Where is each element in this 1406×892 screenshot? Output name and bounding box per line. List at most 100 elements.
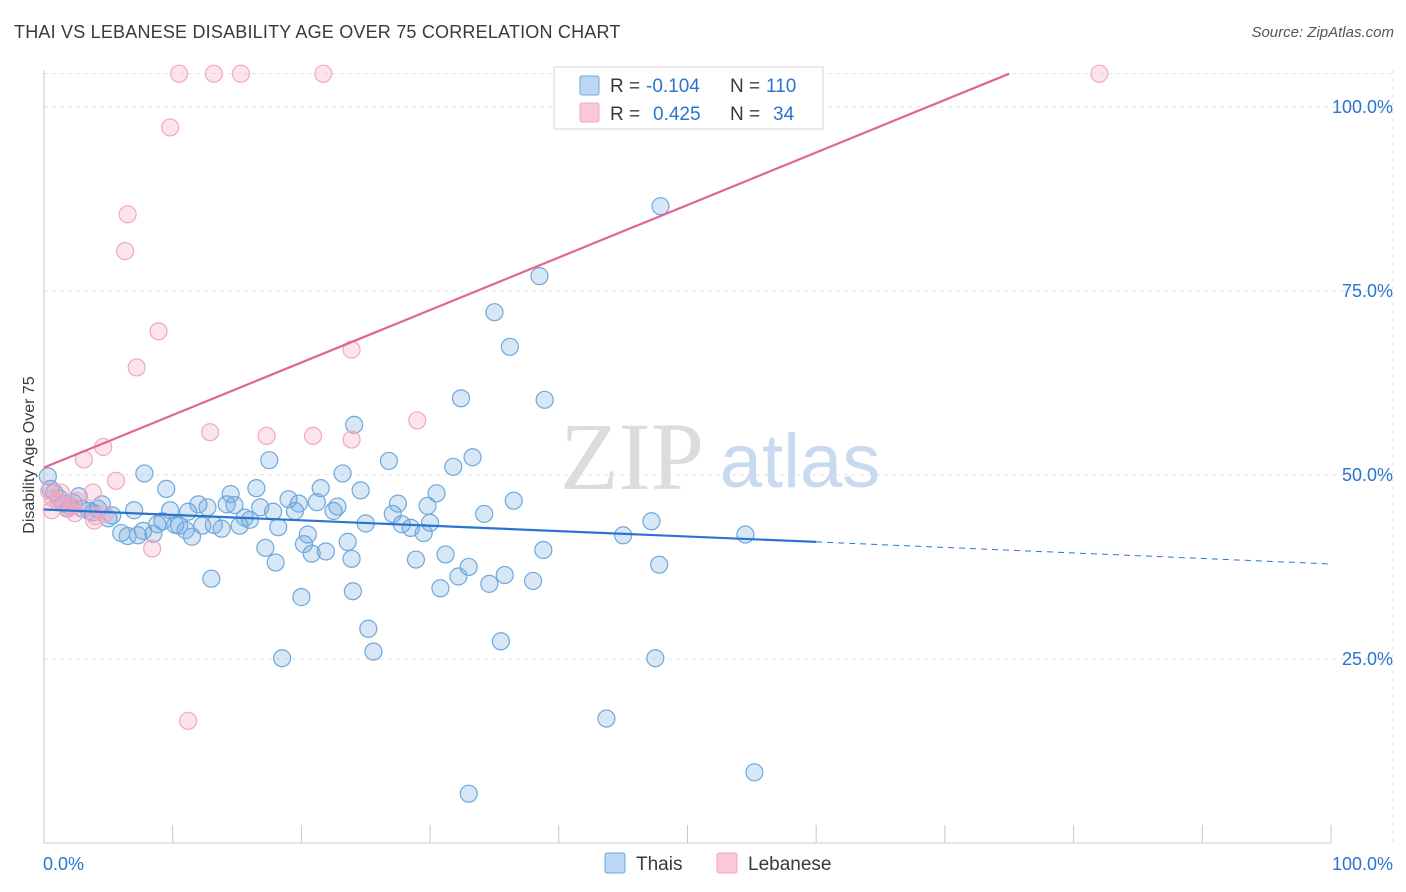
thais-point bbox=[302, 544, 321, 563]
thais-point bbox=[272, 649, 292, 668]
thais-point bbox=[530, 267, 549, 286]
lebanese-point bbox=[200, 423, 220, 442]
trend-lines bbox=[43, 72, 1010, 543]
thais-point bbox=[225, 495, 244, 515]
thais-trend-line bbox=[43, 508, 817, 543]
thais-point bbox=[247, 479, 266, 498]
thais-point bbox=[436, 545, 455, 564]
thais-point bbox=[427, 484, 446, 503]
thais-point bbox=[316, 542, 335, 561]
thais-point bbox=[597, 709, 616, 728]
thais-point bbox=[333, 464, 352, 483]
watermark: ZIP atlas bbox=[560, 403, 880, 510]
thais-point bbox=[202, 569, 221, 588]
thais-point bbox=[294, 535, 314, 554]
thais-r-value: -0.104 bbox=[646, 76, 700, 97]
thais-point bbox=[157, 479, 176, 498]
lebanese-trend-line bbox=[43, 72, 1010, 469]
thais-point bbox=[269, 518, 288, 537]
thais-point bbox=[383, 504, 402, 524]
thais-point bbox=[504, 491, 523, 510]
thais-point bbox=[343, 582, 362, 601]
thais-point bbox=[485, 303, 504, 322]
source-label: Source: ZipAtlas.com bbox=[1251, 24, 1394, 41]
lebanese-n-value: 34 bbox=[773, 104, 795, 125]
thais-point bbox=[307, 493, 326, 512]
y-tick-label: 25.0% bbox=[1342, 649, 1393, 669]
lebanese-point bbox=[95, 504, 114, 524]
lebanese-point bbox=[143, 539, 162, 558]
thais-point bbox=[406, 550, 426, 569]
lebanese-point bbox=[204, 64, 223, 83]
lebanese-point bbox=[115, 242, 135, 261]
thais-point bbox=[298, 525, 317, 544]
thais-trend-dashed bbox=[816, 541, 1332, 565]
lebanese-point bbox=[342, 430, 361, 449]
lebanese-point bbox=[257, 426, 276, 445]
thais-point bbox=[451, 389, 471, 408]
thais-point bbox=[463, 448, 482, 467]
thais-point bbox=[260, 451, 279, 470]
lebanese-r-value: 0.425 bbox=[653, 104, 701, 125]
x-tick-label: 0.0% bbox=[43, 854, 84, 874]
thais-point bbox=[480, 574, 499, 593]
thais-point bbox=[342, 549, 361, 568]
thais-legend-swatch bbox=[579, 75, 600, 96]
thais-point bbox=[523, 571, 543, 591]
lebanese-n-label: N = bbox=[730, 104, 760, 125]
thais-point bbox=[328, 497, 347, 516]
thais-point bbox=[650, 555, 669, 574]
thais-point bbox=[345, 415, 364, 434]
thais-point bbox=[148, 515, 167, 534]
thais-point bbox=[279, 490, 298, 509]
thais-point bbox=[642, 512, 661, 531]
legend-label-lebanese: Lebanese bbox=[748, 854, 831, 875]
lebanese-points bbox=[40, 64, 1109, 730]
lebanese-legend-swatch bbox=[579, 102, 600, 123]
thais-point bbox=[491, 632, 510, 651]
axes bbox=[43, 70, 1332, 844]
thais-point bbox=[263, 502, 283, 521]
thais-r-label: R = bbox=[610, 76, 640, 97]
thais-point bbox=[198, 498, 217, 517]
lebanese-r-label: R = bbox=[610, 104, 640, 125]
legend-swatch-lebanese bbox=[716, 852, 738, 874]
thais-point bbox=[217, 495, 236, 514]
thais-point bbox=[444, 457, 463, 476]
y-tick-label: 75.0% bbox=[1342, 281, 1393, 301]
watermark-zip: ZIP bbox=[560, 403, 704, 510]
thais-point bbox=[289, 494, 308, 513]
lebanese-point bbox=[231, 64, 251, 83]
thais-point bbox=[311, 479, 330, 498]
lebanese-point bbox=[303, 426, 323, 445]
thais-point bbox=[221, 484, 240, 504]
lebanese-point bbox=[65, 504, 84, 523]
lebanese-point bbox=[179, 711, 198, 730]
y-tick-labels: 25.0% 50.0% 75.0% 100.0% bbox=[1332, 97, 1393, 669]
thais-point bbox=[212, 519, 231, 538]
thais-point bbox=[459, 557, 478, 577]
thais-point bbox=[736, 525, 755, 544]
x-tick-labels: 0.0% 100.0% bbox=[43, 854, 1393, 874]
thais-n-value: 110 bbox=[766, 76, 796, 97]
lebanese-point bbox=[1090, 64, 1109, 83]
thais-point bbox=[364, 642, 383, 661]
thais-point bbox=[292, 588, 311, 607]
y-tick-label: 50.0% bbox=[1342, 465, 1393, 485]
thais-point bbox=[614, 526, 633, 545]
chart-title: THAI VS LEBANESE DISABILITY AGE OVER 75 … bbox=[14, 22, 621, 42]
thais-point bbox=[256, 538, 275, 557]
thais-point bbox=[176, 521, 195, 540]
thais-point bbox=[351, 481, 370, 500]
thais-point bbox=[124, 501, 144, 520]
thais-point bbox=[266, 553, 285, 572]
thais-point bbox=[431, 579, 450, 598]
legend-label-thais: Thais bbox=[636, 854, 682, 875]
lebanese-point bbox=[408, 411, 427, 430]
thais-points bbox=[38, 197, 764, 803]
thais-point bbox=[144, 524, 163, 543]
thais-point bbox=[338, 532, 357, 551]
lebanese-point bbox=[161, 118, 180, 137]
thais-point bbox=[388, 494, 408, 513]
